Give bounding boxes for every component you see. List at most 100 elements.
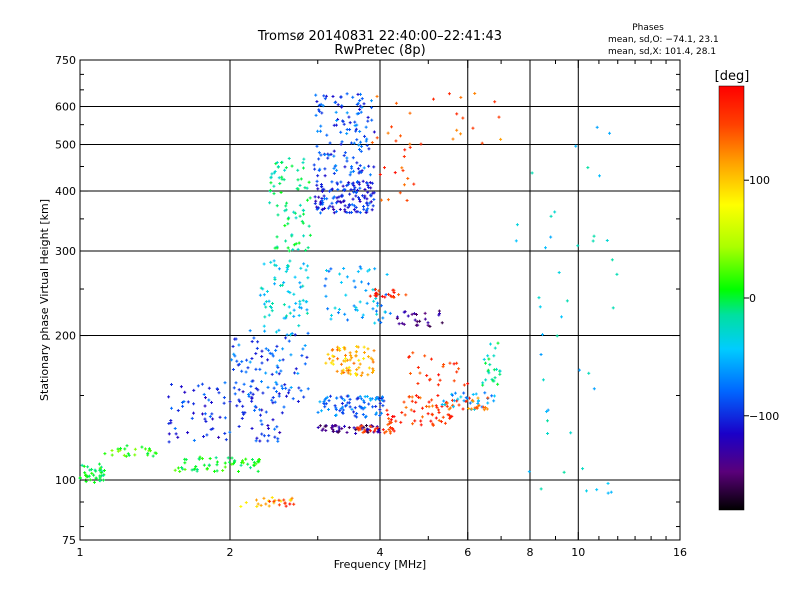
data-point (234, 337, 238, 341)
data-point (124, 454, 128, 458)
data-point (410, 395, 414, 399)
data-point (267, 299, 271, 303)
data-point (88, 478, 92, 482)
x-tick-label: 10 (571, 546, 585, 559)
data-point (498, 372, 502, 376)
data-point (322, 197, 326, 201)
data-point (360, 169, 364, 173)
data-point (437, 309, 441, 313)
data-point (286, 246, 290, 250)
data-point (370, 208, 374, 212)
data-point (394, 101, 398, 105)
data-point (237, 398, 241, 402)
data-point (273, 263, 277, 267)
data-point (317, 151, 321, 155)
data-point (334, 110, 338, 114)
data-point (308, 196, 312, 200)
data-point (204, 396, 208, 400)
data-point (416, 323, 420, 327)
data-point (317, 109, 321, 113)
data-point (249, 391, 253, 395)
data-point (390, 295, 394, 299)
data-point (223, 381, 227, 385)
data-point (292, 243, 296, 247)
data-point (233, 459, 237, 463)
data-point (323, 405, 327, 409)
data-point (203, 412, 207, 416)
data-point (146, 451, 150, 455)
data-point (351, 197, 355, 201)
data-point (345, 430, 349, 434)
data-point (293, 211, 297, 215)
data-point (301, 347, 305, 351)
data-point (362, 345, 366, 349)
data-point (480, 141, 484, 145)
data-point (360, 424, 364, 428)
data-point (591, 239, 595, 243)
data-point (486, 368, 490, 372)
y-axis: 75 100 200 300 400 500 600 750 (55, 54, 680, 547)
data-point (293, 333, 297, 337)
data-point (412, 182, 416, 186)
data-point (367, 164, 371, 168)
data-point (289, 385, 293, 389)
data-points (78, 91, 619, 509)
data-point (339, 130, 343, 134)
data-point (323, 167, 327, 171)
data-point (375, 396, 379, 400)
data-point (336, 357, 340, 361)
data-point (492, 354, 496, 358)
data-point (385, 272, 389, 276)
data-point (283, 168, 287, 172)
data-point (549, 214, 553, 218)
data-point (205, 433, 209, 437)
data-point (319, 409, 323, 413)
data-point (348, 397, 352, 401)
data-point (451, 405, 455, 409)
data-point (181, 404, 185, 408)
data-point (263, 329, 267, 333)
data-point (492, 379, 496, 383)
data-point (539, 487, 543, 491)
data-point (420, 406, 424, 410)
data-point (446, 413, 450, 417)
colorbar-tick-label: −100 (749, 410, 779, 423)
data-point (358, 147, 362, 151)
data-point (274, 330, 278, 334)
data-point (315, 207, 319, 211)
data-point (352, 208, 356, 212)
data-point (397, 293, 401, 297)
data-point (476, 402, 480, 406)
data-point (357, 198, 361, 202)
data-point (254, 367, 258, 371)
data-point (292, 210, 296, 214)
data-point (497, 115, 501, 119)
data-point (498, 369, 502, 373)
data-point (244, 370, 248, 374)
data-point (292, 308, 296, 312)
data-point (364, 139, 368, 143)
data-point (345, 210, 349, 214)
data-point (296, 399, 300, 403)
data-point (277, 176, 281, 180)
data-point (324, 424, 328, 428)
data-point (281, 387, 285, 391)
data-point (244, 457, 248, 461)
x-tick-label: 6 (464, 546, 471, 559)
data-point (354, 372, 358, 376)
data-point (92, 473, 96, 477)
data-point (355, 411, 359, 415)
data-point (370, 118, 374, 122)
data-point (417, 395, 421, 399)
data-point (358, 362, 362, 366)
data-point (462, 391, 466, 395)
data-point (366, 207, 370, 211)
data-point (232, 386, 236, 390)
data-point (352, 204, 356, 208)
data-point (401, 169, 405, 173)
data-point (280, 175, 284, 179)
data-point (608, 131, 612, 135)
data-point (339, 362, 343, 366)
data-point (222, 396, 226, 400)
data-point (312, 163, 316, 167)
